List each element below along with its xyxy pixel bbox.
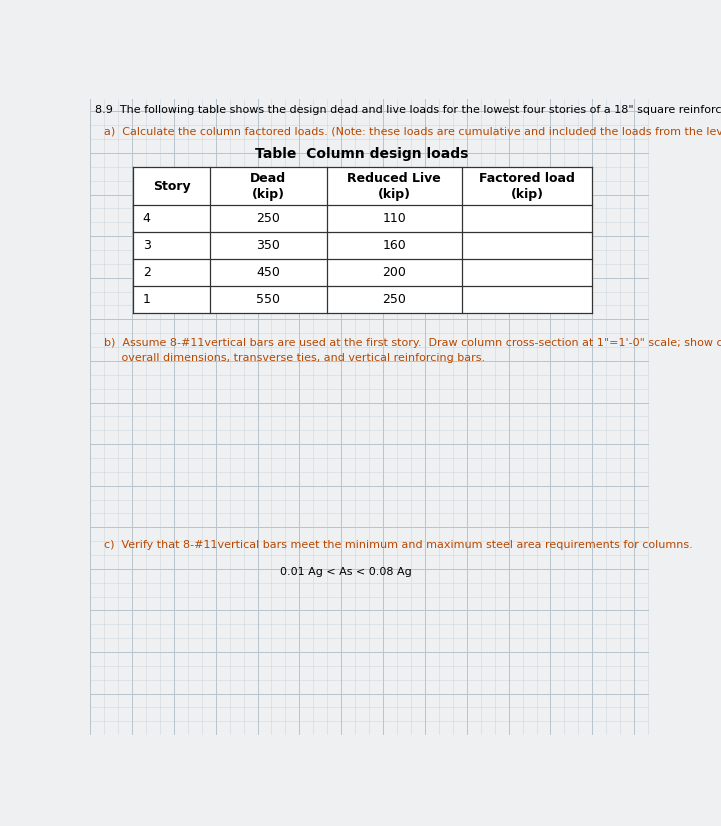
Text: 200: 200 [382, 266, 406, 279]
Text: 2: 2 [143, 266, 151, 279]
Text: 0.01 Ag < As < 0.08 Ag: 0.01 Ag < As < 0.08 Ag [280, 567, 412, 577]
Bar [133, 206, 593, 232]
Text: c)  Verify that 8-#11vertical bars meet the minimum and maximum steel area requi: c) Verify that 8-#11vertical bars meet t… [104, 539, 693, 549]
Bar [133, 259, 593, 287]
Text: Factored load
(kip): Factored load (kip) [479, 172, 575, 201]
Text: 250: 250 [257, 212, 280, 225]
Text: 3: 3 [143, 240, 151, 252]
Text: 110: 110 [382, 212, 406, 225]
Text: 1: 1 [143, 293, 151, 306]
Text: a)  Calculate the column factored loads. (Note: these loads are cumulative and i: a) Calculate the column factored loads. … [104, 127, 721, 137]
Text: 550: 550 [257, 293, 280, 306]
Text: b)  Assume 8-#11vertical bars are used at the first story.  Draw column cross-se: b) Assume 8-#11vertical bars are used at… [104, 338, 721, 363]
Text: 8.9  The following table shows the design dead and live loads for the lowest fou: 8.9 The following table shows the design… [94, 105, 721, 116]
Text: 350: 350 [257, 240, 280, 252]
Text: Reduced Live
(kip): Reduced Live (kip) [348, 172, 441, 201]
Text: 160: 160 [382, 240, 406, 252]
Bar [133, 232, 593, 259]
Text: Table  Column design loads: Table Column design loads [255, 147, 469, 161]
Bar [133, 287, 593, 313]
Text: 4: 4 [143, 212, 151, 225]
Text: Dead
(kip): Dead (kip) [250, 172, 286, 201]
Text: 450: 450 [257, 266, 280, 279]
Text: 250: 250 [382, 293, 406, 306]
Text: Story: Story [153, 179, 190, 192]
Bar [133, 167, 593, 206]
